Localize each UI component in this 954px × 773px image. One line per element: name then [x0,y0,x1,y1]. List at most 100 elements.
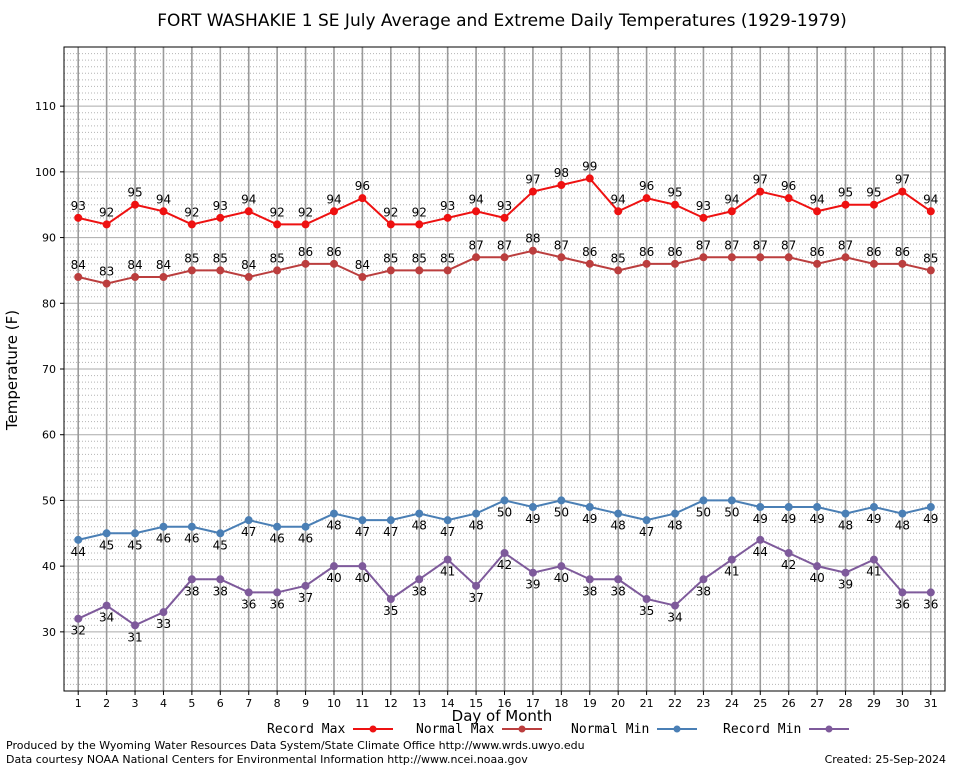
data-label-record-max: 93 [71,199,86,213]
data-point-normal-max [699,253,708,262]
data-label-normal-max: 86 [866,245,881,259]
data-point-normal-min [74,535,83,544]
data-label-normal-max: 85 [213,251,228,265]
data-point-record-max [244,207,253,216]
data-label-normal-min: 46 [156,532,171,546]
data-point-normal-min [187,522,196,531]
data-point-record-min [472,581,481,590]
x-tick-label: 9 [302,697,309,710]
data-point-record-min [159,608,168,617]
data-point-normal-min [585,503,594,511]
data-label-normal-max: 87 [838,238,853,252]
data-point-normal-min [358,516,367,525]
x-tick-label: 11 [355,697,369,710]
data-label-normal-max: 85 [184,251,199,265]
data-point-normal-min [273,522,282,531]
data-label-normal-min: 45 [127,538,142,552]
data-label-normal-min: 50 [554,505,569,519]
data-label-normal-max: 84 [127,258,142,272]
data-point-normal-min [727,496,736,505]
data-label-record-min: 31 [127,630,142,644]
data-label-record-min: 38 [412,584,427,598]
data-point-normal-min [813,503,822,511]
data-point-record-max [671,200,680,209]
data-label-normal-min: 46 [270,532,285,546]
data-label-normal-min: 48 [326,519,341,533]
data-label-normal-min: 45 [213,538,228,552]
data-point-normal-max [187,266,196,275]
data-point-record-max [784,194,793,203]
data-point-normal-max [472,253,481,262]
data-point-normal-max [131,273,140,281]
data-label-record-min: 40 [809,571,824,585]
data-point-normal-max [926,266,935,275]
x-axis-label: Day of Month [452,707,553,725]
data-point-normal-min [528,503,537,511]
y-tick-label: 30 [42,626,56,639]
data-point-normal-min [671,509,680,518]
data-label-record-min: 36 [923,597,938,611]
data-point-record-min [784,549,793,557]
data-label-record-min: 35 [639,604,654,618]
data-point-record-max [756,187,765,196]
data-point-normal-min [557,496,566,505]
x-tick-label: 30 [895,697,909,710]
data-point-record-max [642,194,651,203]
x-tick-label: 16 [498,697,512,710]
legend-marker-record-min [825,725,833,733]
data-label-record-min: 35 [383,604,398,618]
data-point-record-min [273,588,282,597]
data-point-normal-max [415,266,424,275]
data-label-normal-min: 47 [355,525,370,539]
data-point-record-min [301,581,310,590]
y-axis-label: Temperature (F) [3,310,21,431]
data-label-record-max: 97 [895,173,910,187]
data-label-record-max: 94 [468,192,483,206]
data-label-normal-max: 86 [326,245,341,259]
x-tick-label: 12 [384,697,398,710]
y-tick-label: 110 [35,100,56,113]
data-label-normal-max: 87 [468,238,483,252]
data-label-normal-min: 49 [753,512,768,526]
data-label-record-min: 41 [440,565,455,579]
data-point-normal-max [216,266,225,275]
x-tick-label: 13 [412,697,426,710]
data-point-normal-max [159,273,168,281]
y-tick-label: 90 [42,232,56,245]
legend-label-record-max: Record Max [267,722,345,737]
data-point-normal-max [244,273,253,281]
data-label-record-min: 34 [99,611,114,625]
data-point-record-max [74,213,83,222]
data-point-normal-min [500,496,509,505]
data-label-normal-max: 86 [582,245,597,259]
data-label-normal-max: 86 [298,245,313,259]
data-label-record-min: 36 [270,597,285,611]
data-label-normal-min: 47 [440,525,455,539]
data-point-normal-max [386,266,395,275]
data-label-normal-max: 85 [923,251,938,265]
legend-marker-normal-max [518,725,526,733]
data-label-record-min: 38 [696,584,711,598]
data-label-record-max: 94 [326,192,341,206]
data-label-normal-max: 85 [270,251,285,265]
footer-created: Created: 25-Sep-2024 [825,753,946,766]
data-point-record-min [358,562,367,571]
data-point-record-min [642,595,651,603]
x-tick-label: 22 [668,697,682,710]
data-point-record-max [358,194,367,203]
data-label-normal-min: 50 [696,505,711,519]
data-point-normal-min [131,529,140,538]
data-label-normal-max: 87 [753,238,768,252]
data-point-normal-max [358,273,367,281]
data-point-record-max [699,213,708,222]
data-label-record-max: 94 [611,192,626,206]
data-point-record-max [443,213,452,222]
data-label-record-min: 40 [355,571,370,585]
data-label-record-max: 95 [866,186,881,200]
data-label-normal-max: 84 [156,258,171,272]
data-label-normal-min: 48 [667,519,682,533]
data-label-normal-max: 87 [724,238,739,252]
x-tick-label: 5 [188,697,195,710]
